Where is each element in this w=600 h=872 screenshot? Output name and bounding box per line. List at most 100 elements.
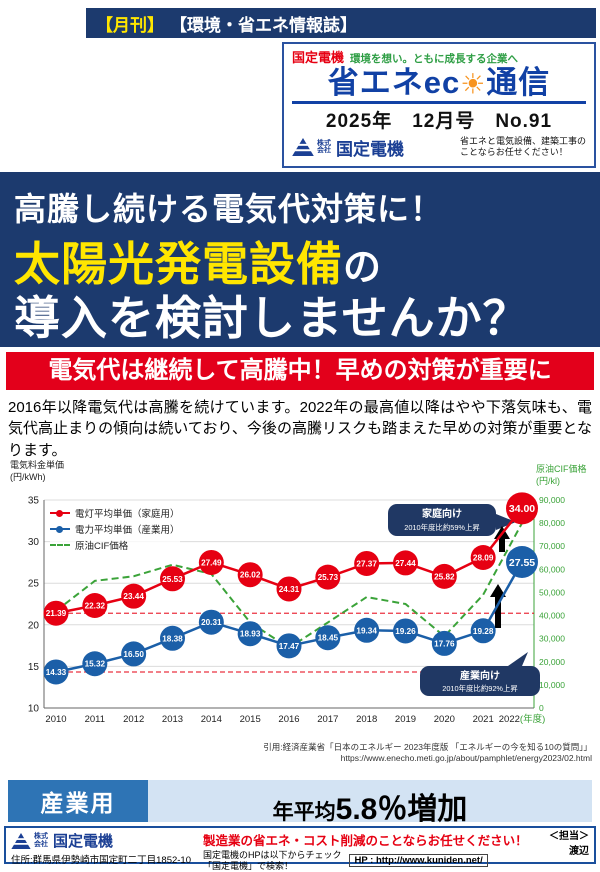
data-point <box>354 617 380 643</box>
data-point <box>315 564 341 590</box>
svg-text:2012: 2012 <box>123 714 144 725</box>
svg-text:25.82: 25.82 <box>434 572 455 581</box>
svg-text:18.45: 18.45 <box>318 634 339 643</box>
data-point <box>506 545 538 578</box>
hero-banner: 高騰し続ける電気代対策に！ 太陽光発電設備の 導入を検討しませんか？ <box>0 172 600 347</box>
svg-text:26.02: 26.02 <box>240 571 261 580</box>
legend-red-line-icon <box>50 509 70 517</box>
legend-label-industry: 電力平均単価（産業用） <box>75 525 180 536</box>
kunisada-logo-icon <box>11 832 31 849</box>
svg-text:25: 25 <box>28 579 40 590</box>
newsletter-title: 省エネec☀通信 <box>292 66 586 100</box>
contact-label: ＜担当＞ <box>549 831 589 842</box>
svg-text:25.73: 25.73 <box>318 573 339 582</box>
address: 住所:群馬県伊勢崎市国定町二丁目1852-10 <box>11 855 192 866</box>
svg-text:70,000: 70,000 <box>539 541 565 551</box>
data-point <box>160 566 185 592</box>
tagline-line1: 省エネと電気設備、建築工事の <box>459 135 586 146</box>
company-prefix: 株式会社 <box>317 139 331 155</box>
title-divider <box>292 100 586 104</box>
hero-suffix: の <box>343 247 383 289</box>
stat-number: 5.8％増加 <box>335 793 468 826</box>
footer-hp-lines: 国定電機のHPは以下からチェック 「国定電機」で検索！ <box>203 850 342 872</box>
svg-text:18.93: 18.93 <box>240 630 261 639</box>
data-point <box>431 563 457 589</box>
right-axis-title: 原油CIF価格 (円/kl) <box>536 464 592 487</box>
top-badge-bar: 【月刊】 【環境・省エネ情報誌】 <box>86 8 596 38</box>
stat-prefix: 年平均 <box>272 801 336 824</box>
svg-text:2022(年度): 2022(年度) <box>499 713 545 725</box>
svg-text:19.26: 19.26 <box>395 627 416 636</box>
footer-company-name: 国定電機 <box>53 833 114 850</box>
alert-bar: 電気代は継続して高騰中！早めの対策が重要に <box>6 352 594 390</box>
magazine-badge: 【環境・省エネ情報誌】 <box>170 15 357 35</box>
hero-highlight: 太陽光発電設備 <box>14 238 343 290</box>
footer: 株式会社 国定電機 住所:群馬県伊勢崎市国定町二丁目1852-10 製造業の省エ… <box>4 826 596 871</box>
svg-text:22.32: 22.32 <box>85 601 106 610</box>
stat-banner: 産業用 年平均 5.8％増加 <box>8 780 592 826</box>
svg-text:25.53: 25.53 <box>162 575 183 584</box>
svg-text:27.55: 27.55 <box>509 557 535 569</box>
svg-text:14.33: 14.33 <box>46 668 67 677</box>
footer-company-prefix: 株式会社 <box>34 832 48 848</box>
company-slogan: 環境を想い。ともに成長する企業へ <box>350 53 519 65</box>
company-logo-name: 国定電機 <box>336 139 404 159</box>
issue-number: 2025年 12月号 No.91 <box>325 110 553 132</box>
hp-check-line: 国定電機のHPは以下からチェック <box>202 850 342 860</box>
data-point <box>470 618 496 644</box>
footer-contact-block: ＜担当＞ 渡辺 <box>534 830 589 860</box>
data-point <box>43 600 69 626</box>
svg-text:2013: 2013 <box>162 714 183 725</box>
svg-text:2010年度比約59%上昇: 2010年度比約59%上昇 <box>404 523 480 532</box>
company-slogan-row: 国定電機 環境を想い。ともに成長する企業へ <box>292 47 586 66</box>
company-logo: 株式会社 国定電機 <box>292 135 404 160</box>
svg-text:2019: 2019 <box>395 714 416 725</box>
intro-paragraph: 2016年以降電気代は高騰を続けています。2022年の最高値以降はやや下落気味も… <box>8 399 592 459</box>
data-point <box>393 618 418 644</box>
svg-text:24.31: 24.31 <box>279 585 300 594</box>
data-point <box>82 592 108 618</box>
left-axis-title: 電気料金単価 (円/kWh) <box>10 460 64 483</box>
svg-text:20,000: 20,000 <box>539 657 565 667</box>
svg-text:2018: 2018 <box>356 714 377 725</box>
annotation-industry: 産業向け 2010年度比約92%上昇 <box>420 652 540 696</box>
data-point <box>160 625 185 651</box>
newsletter-title-right: 通信 <box>486 65 551 100</box>
hp-url[interactable]: HP : http://www.kuniden.net/ <box>349 854 488 868</box>
svg-text:21.39: 21.39 <box>46 609 67 618</box>
chart-legend: 電灯平均単価（家庭用） 電力平均単価（産業用） 原油CIF価格 <box>50 506 180 554</box>
svg-text:18.38: 18.38 <box>162 634 183 643</box>
svg-text:0: 0 <box>539 703 544 713</box>
electricity-price-chart: 10 15 20 25 30 35 0 10,000 20,000 30,000 40,000 50,… <box>28 492 565 725</box>
data-point <box>43 659 69 685</box>
svg-text:2016: 2016 <box>278 714 299 725</box>
svg-text:35: 35 <box>28 496 40 507</box>
monthly-badge: 【月刊】 <box>96 15 164 35</box>
hero-line2: 太陽光発電設備の <box>14 237 600 291</box>
svg-text:17.76: 17.76 <box>434 639 455 648</box>
svg-text:10: 10 <box>28 704 40 715</box>
svg-text:19.28: 19.28 <box>473 627 494 636</box>
svg-text:2010年度比約92%上昇: 2010年度比約92%上昇 <box>442 684 518 693</box>
svg-text:10,000: 10,000 <box>539 680 565 690</box>
stat-value: 年平均 5.8％増加 <box>148 780 592 826</box>
svg-text:2021: 2021 <box>473 714 494 725</box>
data-point <box>506 492 538 525</box>
svg-text:60,000: 60,000 <box>539 564 565 574</box>
svg-text:17.47: 17.47 <box>279 642 300 651</box>
svg-text:産業向け: 産業向け <box>460 669 500 682</box>
header-logo-row: 株式会社 国定電機 省エネと電気設備、建築工事の ことならお任せください！ <box>292 135 586 160</box>
sun-icon: ☀ <box>460 68 487 100</box>
annotation-household: 家庭向け 2010年度比約59%上昇 <box>388 504 516 536</box>
svg-text:2015: 2015 <box>240 714 261 725</box>
data-point <box>431 630 457 656</box>
svg-text:2020: 2020 <box>434 714 455 725</box>
svg-text:15: 15 <box>28 662 40 673</box>
data-point <box>237 621 263 647</box>
data-point <box>82 651 108 677</box>
svg-text:40,000: 40,000 <box>539 611 565 621</box>
right-axis-title-line2: (円/kl) <box>536 475 560 486</box>
svg-text:34.00: 34.00 <box>509 503 535 515</box>
citation-url[interactable]: https://www.enecho.meti.go.jp/about/pamp… <box>340 753 592 764</box>
legend-item-household: 電灯平均単価（家庭用） <box>50 506 180 520</box>
